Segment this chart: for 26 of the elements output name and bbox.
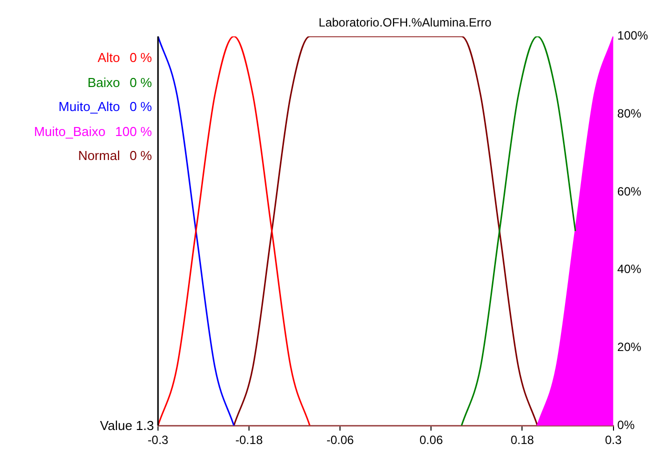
- x-tick-label: -0.18: [235, 433, 264, 448]
- text: Baixo: [87, 74, 120, 90]
- text: Value 1.3: [99, 418, 154, 433]
- text: 0 %: [130, 99, 152, 114]
- y-tick-label: 0%: [617, 418, 635, 432]
- text: Alto: [98, 50, 120, 65]
- y-tick-label: 80%: [617, 106, 642, 121]
- y-tick-label: 20%: [617, 340, 642, 354]
- x-tick-label: -0.3: [148, 433, 169, 448]
- text: 0 %: [130, 74, 152, 90]
- text: 0 %: [130, 50, 152, 65]
- text: Muito_Alto: [58, 99, 120, 114]
- x-tick-label: 0.18: [510, 433, 534, 448]
- y-tick-label: 40%: [617, 262, 642, 276]
- y-tick-label: 60%: [617, 184, 642, 198]
- text: Muito_Baixo: [34, 124, 106, 138]
- chart-title: Laboratorio.OFH.%Alumina.Erro: [318, 16, 492, 30]
- text: Normal: [78, 148, 120, 163]
- line-series: [233, 36, 538, 426]
- y-tick-label: 100%: [617, 28, 648, 43]
- line-series: [460, 36, 576, 426]
- x-tick-label: -0.06: [326, 433, 354, 448]
- text: 100 %: [115, 124, 152, 138]
- x-tick-label: 0.3: [604, 433, 622, 448]
- text: 0 %: [130, 148, 152, 163]
- x-tick-label: 0.06: [420, 433, 444, 448]
